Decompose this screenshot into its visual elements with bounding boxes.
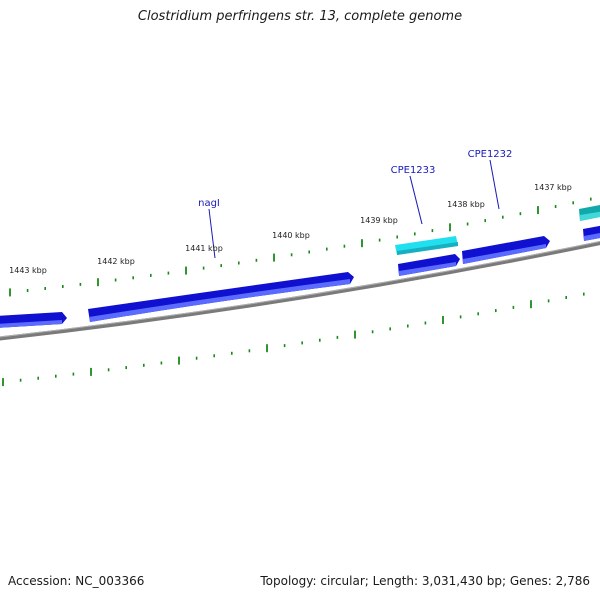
map-title: Clostridium perfringens str. 13, complet… xyxy=(137,9,463,24)
gene-arrow-right-edge[interactable] xyxy=(583,225,600,241)
tick-row-upper xyxy=(9,197,592,297)
gene-label-nagI[interactable]: nagI xyxy=(198,198,220,209)
gene-arrow-CPE1233[interactable] xyxy=(398,254,460,276)
genome-summary: Topology: circular; Length: 3,031,430 bp… xyxy=(260,574,590,588)
ruler-label-1441: 1441 kbp xyxy=(185,244,223,253)
ruler-label-1443: 1443 kbp xyxy=(9,266,47,275)
ruler-label-1442: 1442 kbp xyxy=(97,257,135,266)
gene-arrow-CPE1233-upper[interactable] xyxy=(395,236,458,255)
ruler-label-1440: 1440 kbp xyxy=(272,231,310,240)
gene-label-CPE1233[interactable]: CPE1233 xyxy=(391,165,436,176)
ruler-label-1437: 1437 kbp xyxy=(534,183,572,192)
ruler-label-1438: 1438 kbp xyxy=(447,200,485,209)
gene-arrow-nagI[interactable] xyxy=(88,272,354,322)
gene-arrow-teal[interactable] xyxy=(579,204,600,221)
gene-label-CPE1232[interactable]: CPE1232 xyxy=(468,149,513,160)
ruler-label-1439: 1439 kbp xyxy=(360,216,398,225)
accession-text: Accession: NC_003366 xyxy=(8,574,145,588)
genome-backbone xyxy=(0,240,600,341)
gene-arrow-1[interactable] xyxy=(0,312,67,328)
tick-row-lower xyxy=(2,292,585,387)
gene-arrow-CPE1232[interactable] xyxy=(462,236,550,264)
